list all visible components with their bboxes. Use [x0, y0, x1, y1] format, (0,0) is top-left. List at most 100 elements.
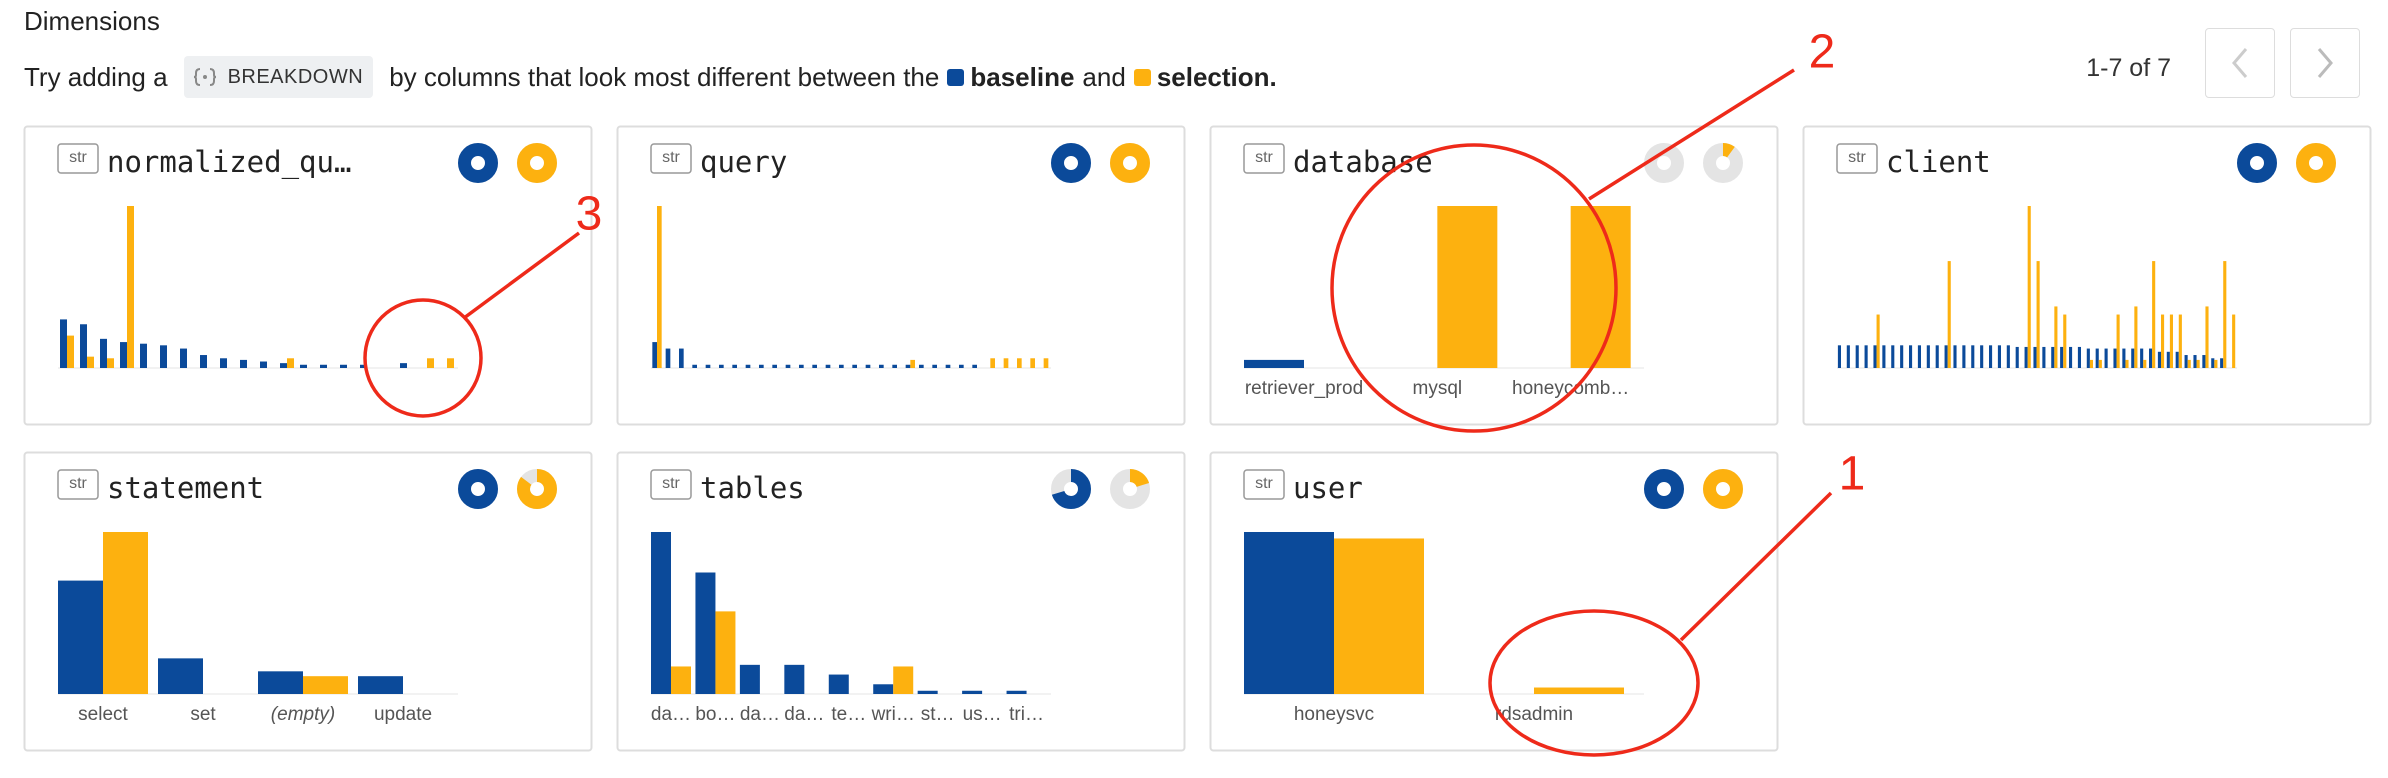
coverage-ring: [1644, 143, 1684, 183]
column-name: database: [1293, 145, 1433, 179]
dimension-card[interactable]: str client: [1802, 125, 2372, 426]
baseline-bar: [260, 361, 267, 368]
breakdown-chip[interactable]: BREAKDOWN: [183, 56, 374, 98]
selection-bar: [1534, 687, 1624, 694]
chevron-right: [2317, 48, 2333, 78]
baseline-bar: [2140, 348, 2144, 368]
baseline-bar: [300, 364, 307, 368]
baseline-bar: [785, 364, 791, 368]
type-badge: str: [1848, 149, 1866, 166]
baseline-bar: [1926, 345, 1930, 368]
selection-bar: [2143, 359, 2147, 368]
baseline-bar: [651, 532, 671, 694]
coverage-arc: [2237, 143, 2277, 183]
baseline-bar: [679, 348, 684, 368]
selection-bar: [2152, 261, 2156, 368]
baseline-bar: [959, 364, 964, 368]
category-label: st…: [921, 704, 955, 725]
selection-bar: [1876, 314, 1880, 368]
category-label: us…: [963, 704, 1002, 725]
column-name: statement: [107, 471, 264, 505]
category-label: te…: [831, 704, 866, 725]
baseline-bar: [784, 664, 805, 694]
type-badge: str: [69, 475, 87, 492]
baseline-bar: [2104, 348, 2108, 368]
type-badge-box: [1243, 469, 1285, 500]
and-text: and: [1082, 61, 1126, 92]
type-badge-box: [650, 469, 692, 500]
coverage-arc: [458, 143, 498, 183]
annotation-line: [1679, 491, 1833, 642]
category-label: wri…: [871, 704, 915, 725]
baseline-bar: [180, 348, 187, 368]
selection-bar: [2036, 261, 2040, 368]
selection-bar: [303, 676, 348, 694]
baseline-bar: [1891, 345, 1895, 368]
dimension-card[interactable]: str user honeysvc rdsadmin: [1209, 451, 1779, 752]
card-frame: [616, 125, 1186, 426]
next-page-button[interactable]: [2290, 28, 2360, 98]
dimension-card[interactable]: str statement select set (empty) update: [23, 451, 593, 752]
selection-swatch: [1133, 68, 1151, 86]
category-label: bo…: [695, 704, 735, 725]
baseline-bar: [919, 364, 924, 368]
column-name: normalized_qu…: [107, 145, 351, 180]
baseline-bar: [1873, 345, 1877, 368]
baseline-bar: [258, 671, 303, 694]
selection-bar: [2161, 314, 2165, 368]
selection-bar: [1043, 358, 1049, 368]
baseline-bar: [1944, 345, 1948, 368]
annotation-circle: [1488, 609, 1700, 757]
selection-bar: [1947, 261, 1951, 368]
baseline-bar: [2024, 346, 2028, 368]
annotation-line: [1588, 68, 1795, 201]
selection-bar: [2187, 359, 2191, 368]
baseline-bar: [799, 364, 804, 368]
baseline-bar: [2131, 348, 2135, 368]
baseline-bar: [80, 324, 87, 368]
selection-label: selection.: [1156, 61, 1277, 92]
baseline-bar: [2157, 351, 2161, 368]
baseline-bar: [772, 364, 777, 368]
baseline-bar: [2166, 351, 2170, 368]
baseline-bar: [58, 580, 103, 694]
selection-bar: [2134, 306, 2138, 368]
selection-bar: [127, 206, 134, 368]
dimension-card[interactable]: str normalized_qu…: [23, 125, 593, 426]
baseline-label: baseline: [970, 61, 1075, 92]
type-badge: str: [662, 475, 680, 492]
selection-bar: [671, 666, 691, 694]
selection-bar: [427, 358, 434, 368]
baseline-bar: [865, 364, 871, 368]
type-badge: str: [662, 149, 680, 166]
baseline-bar: [2086, 348, 2090, 368]
baseline-bar: [892, 364, 897, 368]
coverage-arc: [1051, 143, 1091, 183]
selection-bar: [1334, 538, 1424, 694]
selection-bar: [2027, 206, 2031, 368]
prev-page-button[interactable]: [2205, 28, 2275, 98]
coverage-arc: [1051, 469, 1091, 509]
baseline-bar: [692, 364, 697, 368]
column-name: user: [1293, 471, 1363, 505]
baseline-bar: [2211, 358, 2215, 368]
baseline-bar: [220, 358, 227, 368]
baseline-bar: [1971, 345, 1975, 368]
category-label: (empty): [271, 704, 335, 725]
selection-bar: [1003, 358, 1009, 368]
selection-bar: [87, 356, 94, 368]
baseline-bar: [719, 364, 724, 368]
baseline-bar: [1882, 345, 1886, 368]
baseline-bar: [705, 364, 711, 368]
dimension-card[interactable]: str database retriever_prod mysql honeycomb…: [1209, 125, 1779, 426]
coverage-arc: [1703, 143, 1743, 183]
baseline-bar: [320, 364, 327, 368]
selection-bar: [910, 359, 915, 368]
baseline-bar: [2095, 348, 2099, 368]
baseline-bar: [812, 364, 817, 368]
category-label: tri…: [1009, 704, 1044, 725]
category-label: mysql: [1413, 378, 1463, 399]
dimension-card[interactable]: str query: [616, 125, 1186, 426]
baseline-swatch: [947, 68, 965, 86]
